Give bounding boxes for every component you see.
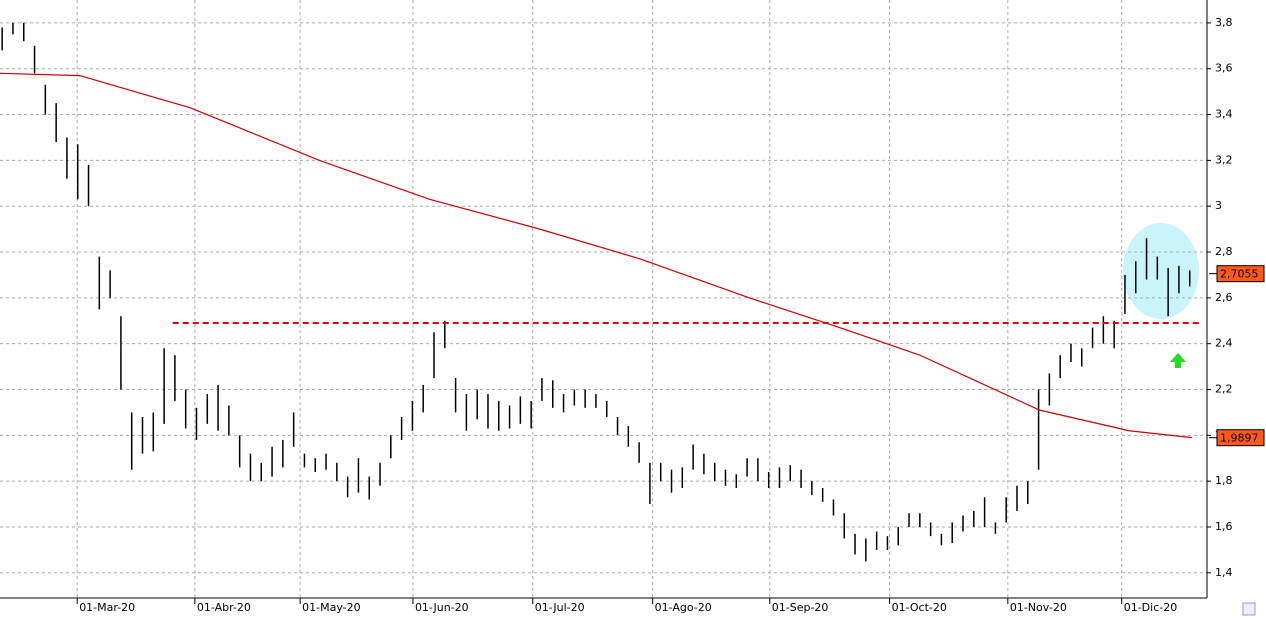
highlight-circle [1123,223,1199,319]
x-tick-label: 01-May-20 [302,601,360,614]
y-tick-label: 1,4 [1215,566,1233,579]
icon [1242,602,1256,616]
price-label-box [1216,265,1265,283]
x-tick-label: 01-Sep-20 [772,601,829,614]
y-tick-label: 3,2 [1215,153,1233,166]
x-tick-label: 01-Ago-20 [655,601,712,614]
y-tick-label: 2,8 [1215,245,1233,258]
up-arrow [1170,353,1186,368]
y-tick-label: 3,4 [1215,108,1233,121]
y-tick-label: 1,8 [1215,474,1233,487]
x-tick-label: 01-Nov-20 [1010,601,1067,614]
moving-average [0,72,1192,439]
x-tick-label: 01-Abr-20 [197,601,251,614]
x-tick-label: 01-Mar-20 [79,601,135,614]
y-tick-label: 1,6 [1215,520,1233,533]
price-label-box [1216,429,1265,447]
x-tick-label: 01-Dic-20 [1124,601,1178,614]
y-tick-label: 2,4 [1215,337,1233,350]
x-tick-label: 01-Jun-20 [415,601,469,614]
price-label: 2,7055 [1220,268,1259,281]
y-tick-label: 3,8 [1215,16,1233,29]
x-tick-label: 01-Oct-20 [892,601,947,614]
y-tick-label: 2,6 [1215,291,1233,304]
y-tick-label: 2,2 [1215,383,1233,396]
y-tick-label: 3,6 [1215,62,1233,75]
price-label: 1,9897 [1220,432,1259,445]
y-tick-label: 3 [1215,199,1222,212]
x-tick-label: 01-Jul-20 [535,601,585,614]
